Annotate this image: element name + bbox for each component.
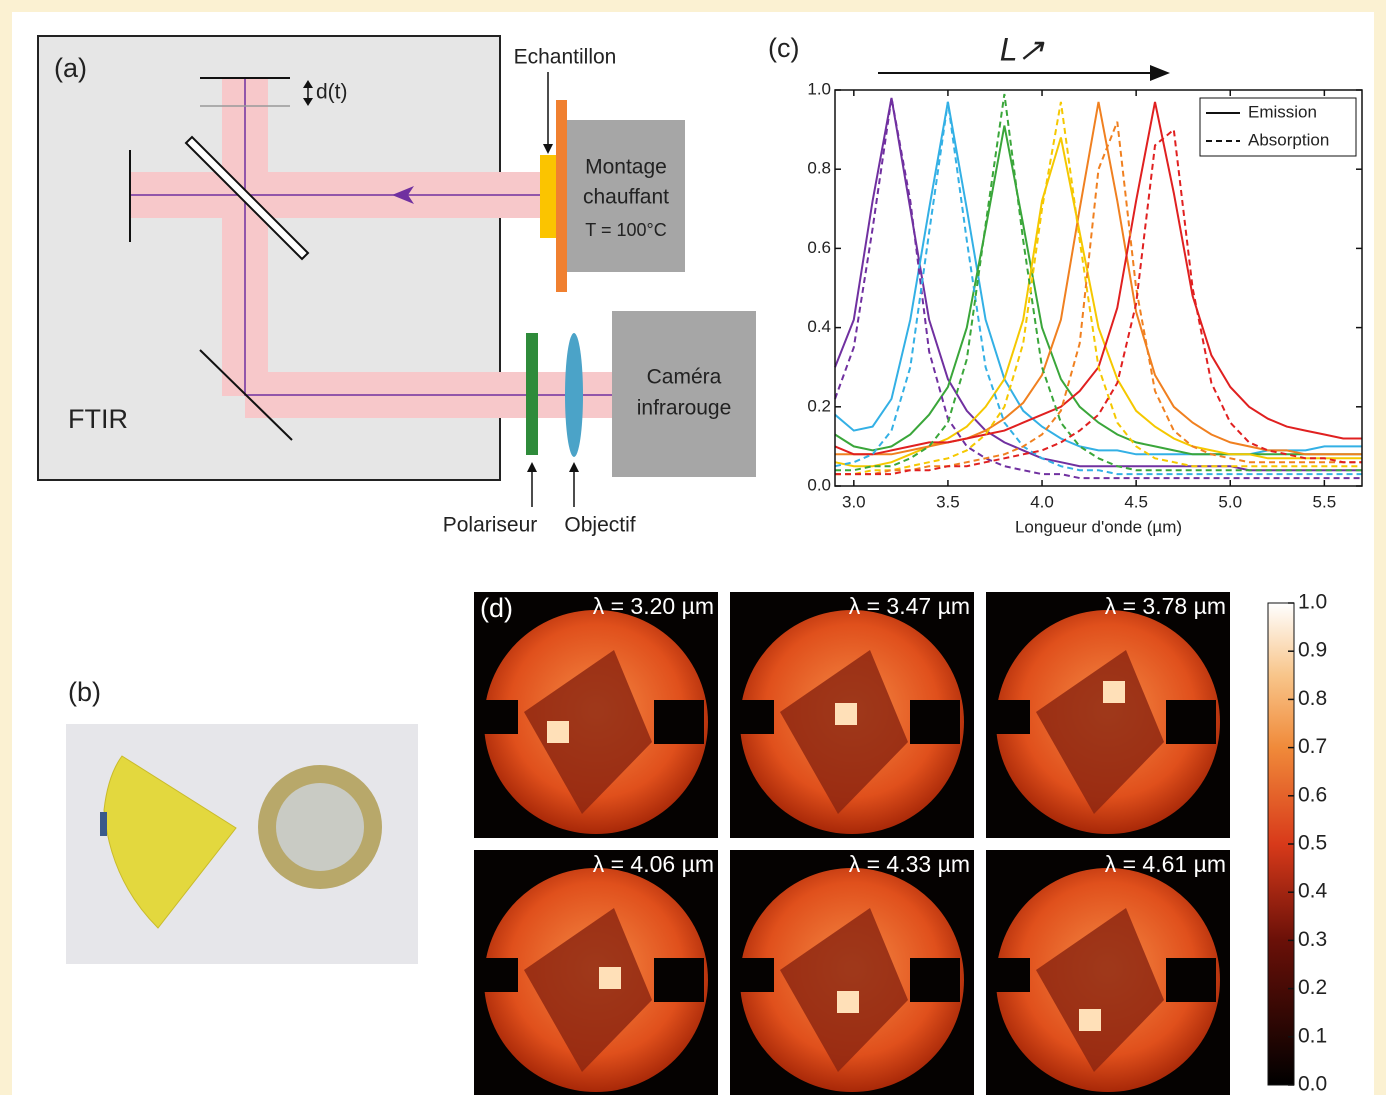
image-label: λ = 3.78 µm xyxy=(1105,593,1226,619)
x-tick-label: 5.5 xyxy=(1313,492,1337,511)
image-notch xyxy=(994,700,1030,734)
colorbar-tick-label: 0.0 xyxy=(1298,1073,1327,1095)
label: FTIR xyxy=(68,404,128,434)
colorbar-tick-label: 0.6 xyxy=(1298,783,1327,806)
image-notch xyxy=(738,700,774,734)
panel-label: (a) xyxy=(54,53,87,83)
image-hotspot xyxy=(1079,1009,1101,1031)
image-label: λ = 3.20 µm xyxy=(593,593,714,619)
colorbar-tick-label: 0.3 xyxy=(1298,928,1327,951)
y-tick-label: 1.0 xyxy=(807,79,831,98)
image-notch xyxy=(1166,958,1216,1002)
image-notch xyxy=(654,700,704,744)
ir-image: λ = 4.33 µm xyxy=(730,850,974,1095)
label: Echantillon xyxy=(514,46,617,69)
ir-image: λ = 4.61 µm xyxy=(986,850,1230,1095)
sample-mark xyxy=(100,812,107,836)
y-tick-label: 0.0 xyxy=(807,475,831,494)
label: chauffant xyxy=(583,186,669,209)
x-tick-label: 5.0 xyxy=(1218,492,1242,511)
panel-label: (d) xyxy=(480,593,513,623)
image-notch xyxy=(738,958,774,992)
image-notch xyxy=(654,958,704,1002)
colorbar-tick-label: 0.9 xyxy=(1298,639,1327,662)
image-label: λ = 3.47 µm xyxy=(849,593,970,619)
x-tick-label: 4.0 xyxy=(1030,492,1054,511)
colorbar-tick-label: 0.7 xyxy=(1298,735,1327,758)
ir-image: λ = 4.06 µm xyxy=(474,850,718,1095)
image-hotspot xyxy=(547,721,569,743)
image-notch xyxy=(482,700,518,734)
image-hotspot xyxy=(599,967,621,989)
coin-center xyxy=(276,783,364,871)
annotation: L↗ xyxy=(1000,31,1045,67)
ir-image: λ = 3.47 µm xyxy=(730,592,974,838)
sample xyxy=(540,155,556,238)
figure: (a) d(t) Echantillon Montage chauffant T… xyxy=(0,0,1386,1095)
image-notch xyxy=(1166,700,1216,744)
y-tick-label: 0.8 xyxy=(807,159,831,178)
heater-plate xyxy=(556,100,567,292)
label: Objectif xyxy=(564,514,635,537)
image-notch xyxy=(910,958,960,1002)
ir-image: λ = 3.20 µm xyxy=(474,592,718,838)
colorbar-tick-label: 0.2 xyxy=(1298,976,1327,999)
x-axis-label: Longueur d'onde (µm) xyxy=(1015,517,1182,536)
x-tick-label: 4.5 xyxy=(1124,492,1148,511)
ir-image: λ = 3.78 µm xyxy=(986,592,1230,838)
image-hotspot xyxy=(837,991,859,1013)
label: Montage xyxy=(585,156,667,179)
polarizer xyxy=(526,333,538,455)
colorbar-tick-label: 0.1 xyxy=(1298,1024,1327,1047)
label: T = 100°C xyxy=(585,220,666,240)
image-notch xyxy=(482,958,518,992)
legend-label: Emission xyxy=(1248,102,1317,121)
x-tick-label: 3.0 xyxy=(842,492,866,511)
y-tick-label: 0.6 xyxy=(807,238,831,257)
colorbar-tick-label: 0.5 xyxy=(1298,832,1327,855)
label: Polariseur xyxy=(443,514,538,537)
y-tick-label: 0.2 xyxy=(807,396,831,415)
image-hotspot xyxy=(1103,681,1125,703)
label: d(t) xyxy=(316,81,348,104)
colorbar-tick-label: 1.0 xyxy=(1298,591,1327,614)
label: Caméra xyxy=(647,366,722,389)
image-hotspot xyxy=(835,703,857,725)
image-notch xyxy=(910,700,960,744)
colorbar-tick-label: 0.4 xyxy=(1298,880,1328,903)
camera xyxy=(612,311,756,477)
legend-label: Absorption xyxy=(1248,130,1329,149)
image-label: λ = 4.61 µm xyxy=(1105,851,1226,877)
colorbar-tick-label: 0.8 xyxy=(1298,687,1327,710)
image-notch xyxy=(994,958,1030,992)
image-label: λ = 4.33 µm xyxy=(849,851,970,877)
y-tick-label: 0.4 xyxy=(807,317,831,336)
panel-label: (b) xyxy=(68,677,101,707)
label: infrarouge xyxy=(637,397,732,420)
x-tick-label: 3.5 xyxy=(936,492,960,511)
image-label: λ = 4.06 µm xyxy=(593,851,714,877)
panel-label: (c) xyxy=(768,33,799,63)
lens xyxy=(565,333,583,457)
